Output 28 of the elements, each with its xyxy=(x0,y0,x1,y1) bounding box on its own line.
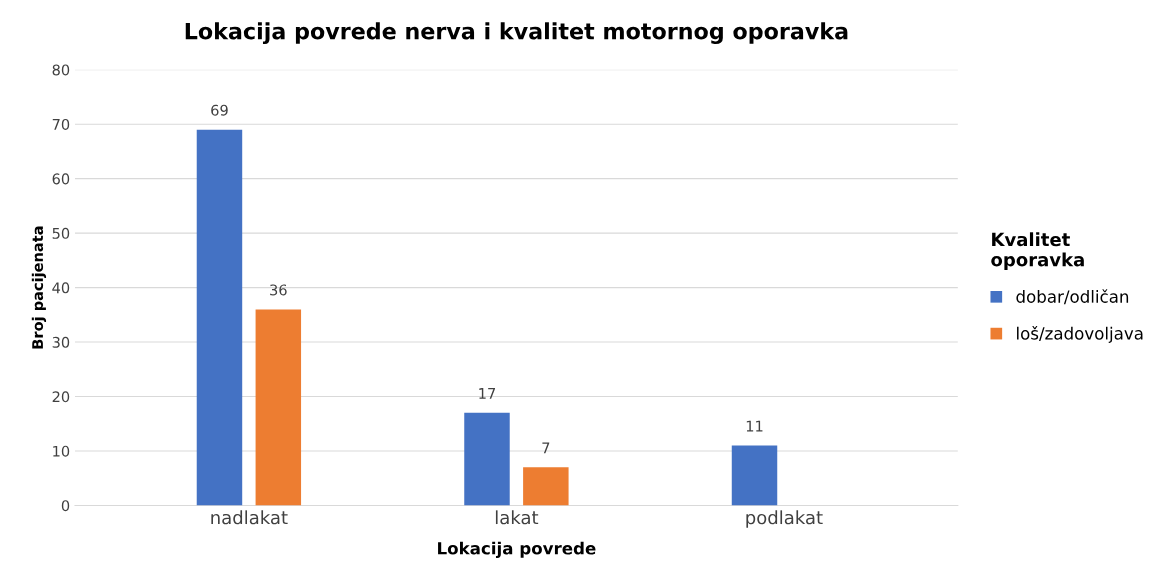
y-tick-label: 0 xyxy=(61,500,70,512)
y-tick-label: 70 xyxy=(52,118,70,130)
y-tick-label: 10 xyxy=(53,445,70,457)
legend-label: dobar/odličan xyxy=(1016,289,1129,305)
x-tick-label: lakat xyxy=(495,510,539,525)
data-label: 36 xyxy=(270,284,287,296)
x-tick-label: nadlakat xyxy=(211,510,288,525)
chart-title: Lokacija povrede nerva i kvalitet motornog oporavka xyxy=(185,22,848,44)
y-tick-label: 50 xyxy=(52,227,70,239)
x-tick-label: podlakat xyxy=(746,510,823,528)
data-label: 11 xyxy=(746,420,763,432)
y-tick-label: 20 xyxy=(52,391,70,403)
legend-label: loš/zadovoljava xyxy=(1017,326,1143,343)
legend-title: Kvalitet oporavka xyxy=(991,232,1084,270)
bar xyxy=(731,445,778,506)
y-tick-label: 80 xyxy=(52,64,70,76)
x-axis-title: Lokacija povrede xyxy=(438,541,596,558)
data-label: 17 xyxy=(479,388,496,399)
bar xyxy=(196,129,243,506)
data-label: 7 xyxy=(542,442,550,454)
data-label: 69 xyxy=(211,104,228,116)
y-axis-title: Broj pacijenata xyxy=(31,226,47,349)
y-tick-label: 60 xyxy=(52,173,70,185)
y-tick-label: 40 xyxy=(52,282,70,294)
y-tick-label: 30 xyxy=(52,336,70,348)
bar xyxy=(464,412,510,506)
bar xyxy=(255,309,302,506)
bar xyxy=(523,467,569,506)
